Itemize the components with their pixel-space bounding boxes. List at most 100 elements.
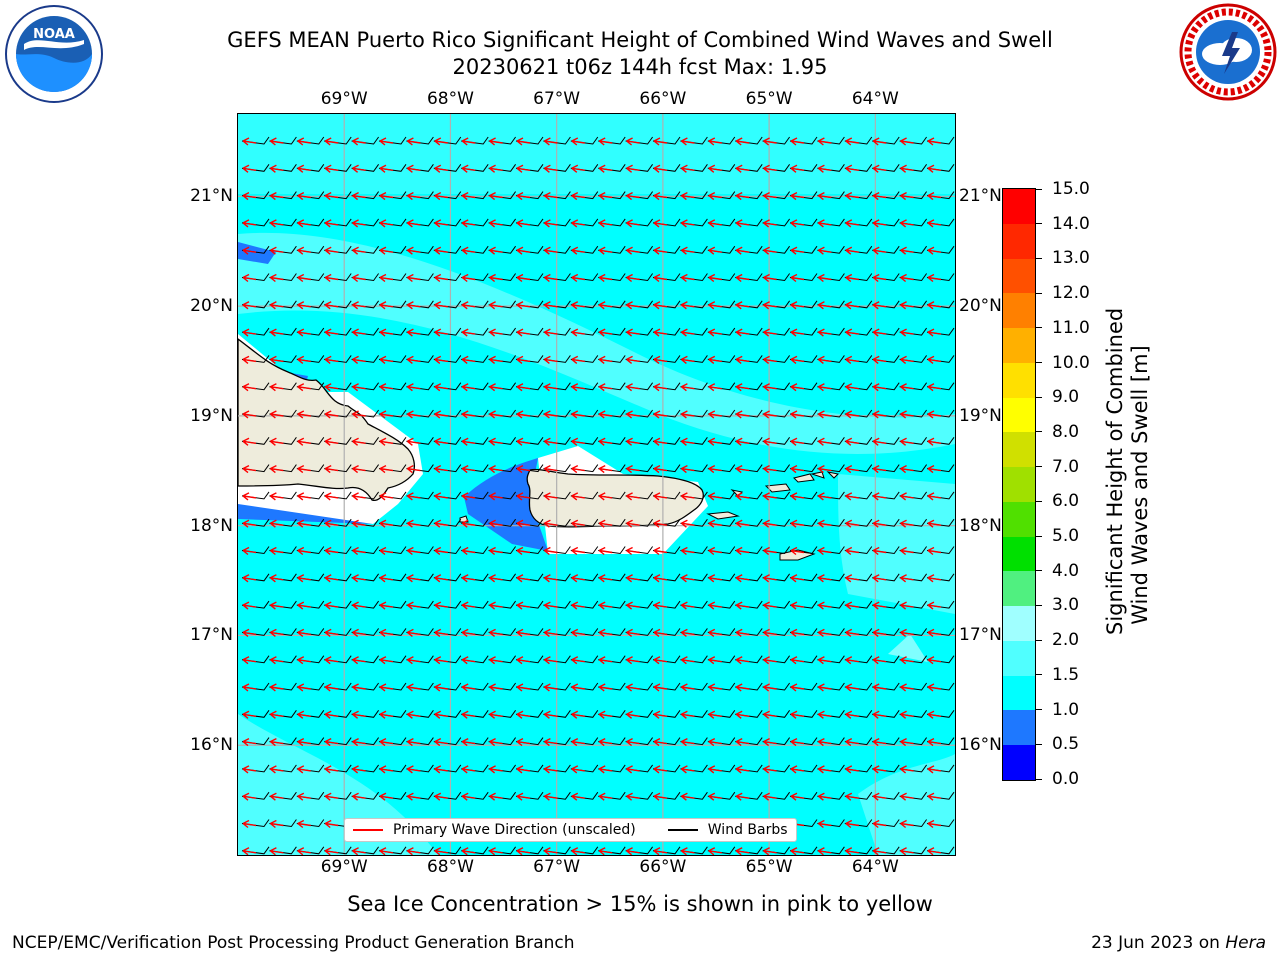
wind-barb: [789, 382, 818, 392]
wind-barb: [241, 355, 270, 364]
wind-barb: [378, 791, 407, 801]
wind-barb: [652, 437, 681, 446]
wind-barb: [707, 437, 736, 446]
wind-barb: [926, 355, 955, 364]
wind-barb: [543, 437, 571, 446]
bottom-lon-tick-label: 69°W: [320, 857, 368, 877]
wind-barb: [735, 136, 763, 146]
wind-barb: [515, 218, 544, 228]
wind-barb: [598, 273, 626, 283]
wind-barb: [406, 518, 434, 528]
wind-barb: [324, 846, 352, 855]
wind-barb: [680, 737, 708, 747]
wind-barb: [762, 518, 791, 528]
wind-barb: [652, 573, 681, 583]
wind-barb: [926, 737, 955, 747]
wind-barb: [351, 409, 380, 419]
colorbar-tick-label: 11.0: [1052, 317, 1090, 338]
wind-barb: [707, 273, 736, 283]
wind-barb: [378, 710, 407, 719]
wind-barb: [817, 164, 845, 173]
wind-barb: [378, 628, 407, 637]
colorbar-swatch: [1003, 501, 1035, 537]
wind-barb: [680, 191, 708, 201]
wind-barb: [324, 382, 352, 392]
wind-barb: [351, 437, 380, 446]
wind-barb: [762, 682, 791, 692]
wind-barb: [378, 164, 407, 173]
wind-barb: [598, 573, 626, 583]
colorbar-label: Significant Height of Combined Wind Wave…: [1103, 308, 1153, 635]
wind-barb: [351, 164, 380, 173]
wind-barb: [241, 164, 270, 173]
wind-barb: [433, 136, 462, 146]
top-lon-tick-label: 64°W: [851, 89, 899, 109]
wind-barb: [872, 164, 900, 173]
wind-barb: [789, 737, 818, 747]
wind-barb: [844, 846, 873, 855]
wind-barb: [652, 382, 681, 392]
wind-barb: [515, 710, 544, 719]
wind-barb: [296, 682, 325, 692]
chart-subtitle: 20230621 t06z 144h fcst Max: 1.95: [452, 55, 828, 79]
wind-barb: [844, 409, 873, 419]
wind-barb: [680, 382, 708, 392]
colorbar-tick-mark: [1036, 257, 1042, 259]
wind-barb: [241, 791, 270, 801]
wind-barb: [461, 737, 489, 747]
wind-barb: [817, 737, 845, 747]
wind-barb: [872, 791, 900, 801]
wind-barb: [515, 191, 544, 201]
wind-barb: [598, 546, 626, 556]
wind-barb: [433, 546, 462, 556]
wind-barb: [872, 327, 900, 337]
wind-barb: [707, 655, 736, 665]
wind-barb: [351, 518, 380, 528]
wind-barb: [433, 710, 462, 719]
wind-barb: [680, 655, 708, 665]
wind-barb: [652, 791, 681, 801]
wind-barb: [817, 382, 845, 392]
wind-barb: [378, 682, 407, 692]
wind-barb: [378, 655, 407, 665]
wind-barb: [351, 355, 380, 364]
wind-barb: [625, 791, 654, 801]
wind-barb: [543, 737, 571, 747]
wind-barb: [652, 218, 681, 228]
wind-barb: [844, 600, 873, 610]
wind-barb: [461, 491, 489, 501]
wind-barb: [351, 655, 380, 665]
wind-barb: [488, 437, 517, 446]
map-svg: [238, 114, 955, 855]
wind-barb: [872, 846, 900, 855]
wind-barb: [762, 191, 791, 201]
wind-barb: [789, 218, 818, 228]
colorbar-tick-mark: [1036, 500, 1042, 502]
right-lat-tick-label: 18°N: [959, 515, 1002, 536]
wind-barb: [735, 327, 763, 337]
wind-barb: [680, 518, 708, 528]
wind-barb: [570, 518, 599, 528]
wind-barb: [461, 437, 489, 446]
wind-barb: [406, 464, 434, 474]
wind-barb: [817, 409, 845, 419]
wind-barb: [762, 546, 791, 556]
colorbar-tick-mark: [1036, 292, 1042, 294]
wind-barb: [488, 382, 517, 392]
wind-barb: [296, 737, 325, 747]
wind-barb: [872, 409, 900, 419]
wind-barb: [817, 546, 845, 556]
wind-barb: [735, 764, 763, 774]
wind-barb: [707, 164, 736, 173]
colorbar-swatch: [1003, 571, 1035, 607]
wind-barb: [269, 819, 297, 829]
wind-barb: [515, 764, 544, 774]
wind-barb: [680, 628, 708, 637]
wind-barb: [789, 164, 818, 173]
wind-barb: [543, 682, 571, 692]
wind-barb: [515, 245, 544, 255]
wind-barb: [351, 764, 380, 774]
colorbar-tick-mark: [1036, 535, 1042, 537]
wind-barb: [598, 409, 626, 419]
wind-barb: [735, 791, 763, 801]
